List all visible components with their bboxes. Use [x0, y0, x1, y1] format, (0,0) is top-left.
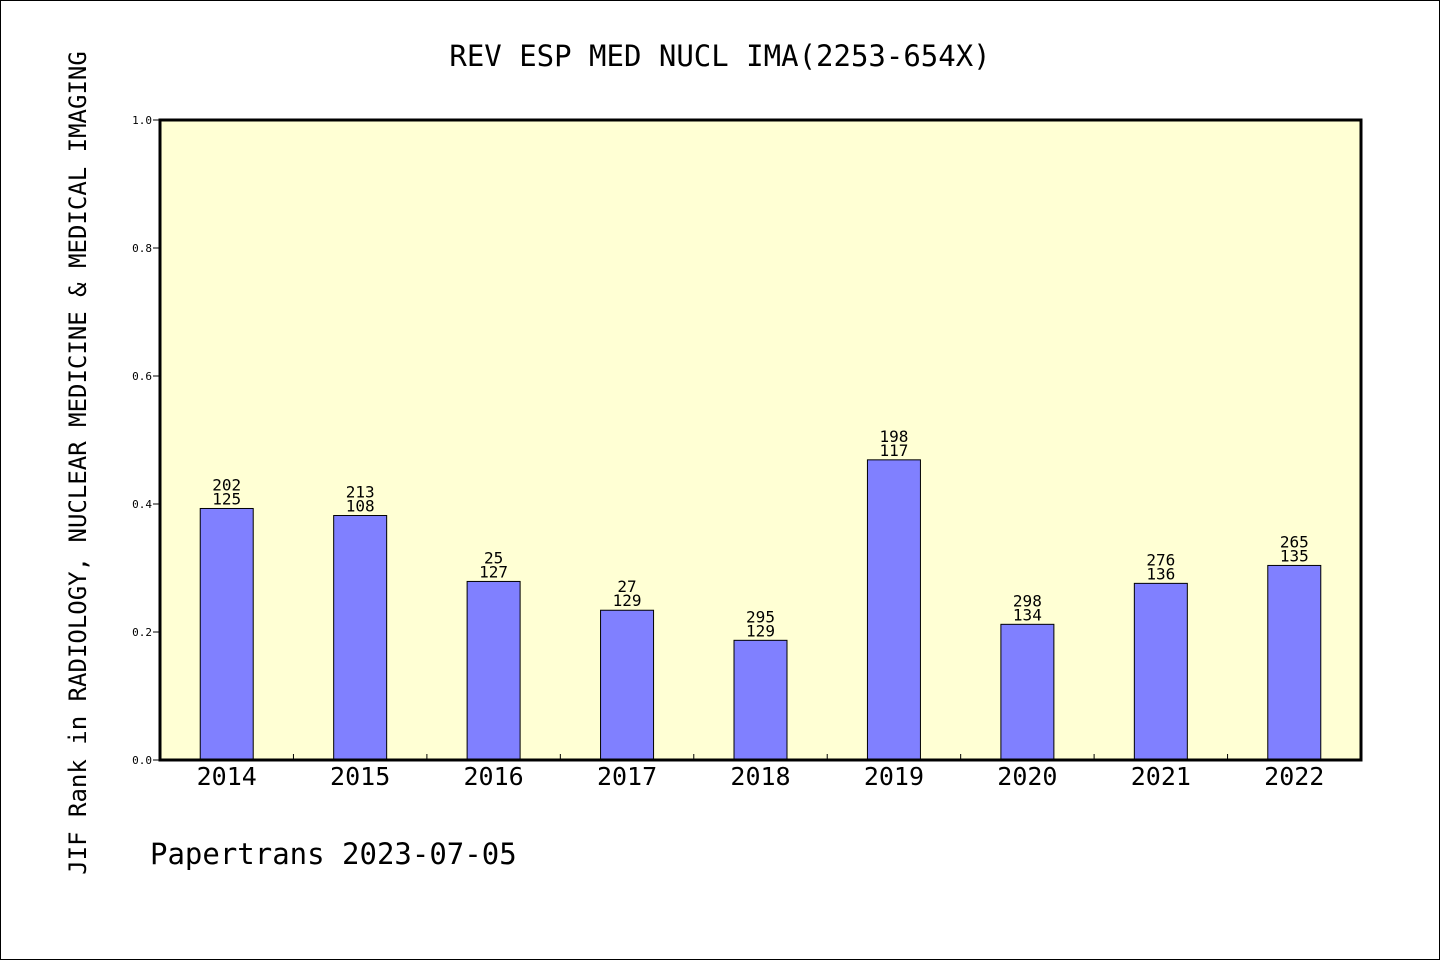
bar-label-top: 27: [617, 577, 636, 596]
bar-label-top: 213: [346, 483, 375, 502]
bar-label-top: 295: [746, 607, 775, 626]
bar-label-top: 198: [879, 427, 908, 446]
bar-2020: [1000, 623, 1055, 761]
bar-label-bottom: 134: [1013, 605, 1042, 624]
x-tick-label: 2019: [864, 762, 924, 791]
bar-label-bottom: 129: [746, 621, 775, 640]
bar-label-bottom: 136: [1146, 564, 1175, 583]
y-tick-label: 0.0: [132, 754, 152, 767]
chart-title: REV ESP MED NUCL IMA(2253-654X): [449, 39, 990, 73]
y-axis-label: JIF Rank in RADIOLOGY, NUCLEAR MEDICINE …: [64, 51, 92, 875]
bar-2021: [1133, 582, 1188, 761]
x-tick-label: 2016: [464, 762, 524, 791]
bar-2022: [1267, 564, 1322, 761]
y-tick-label: 0.8: [132, 242, 152, 255]
bar-2018: [733, 639, 788, 761]
y-tick-label: 0.2: [132, 626, 152, 639]
bar-2017: [600, 609, 655, 761]
x-tick-label: 2015: [330, 762, 390, 791]
plot-border: [158, 118, 1363, 762]
x-tick-label: 2020: [997, 762, 1057, 791]
x-tick-label: 2022: [1264, 762, 1324, 791]
y-axis: 0.0 0.2 0.4 0.6 0.8 1.0: [132, 114, 160, 767]
bar-2014: [199, 507, 254, 761]
bar-label-top: 202: [212, 475, 241, 494]
y-tick-label: 0.6: [132, 370, 152, 383]
x-tick-label: 2014: [197, 762, 257, 791]
bar-2015: [333, 515, 388, 761]
bar-label-top: 276: [1146, 550, 1175, 569]
bar-label-top: 265: [1280, 532, 1309, 551]
footer-credit: Papertrans 2023-07-05: [150, 837, 517, 871]
x-axis: 2014 2015 2016 2017 2018 2019 2020 2021 2022: [159, 754, 1362, 791]
bar-label-bottom: 127: [479, 562, 508, 581]
bar-2019: [866, 459, 921, 761]
bar-label-bottom: 108: [346, 497, 375, 516]
bar-label-bottom: 135: [1280, 546, 1309, 565]
bar-label-bottom: 125: [212, 489, 241, 508]
bar-label-top: 298: [1013, 591, 1042, 610]
x-tick-label: 2017: [597, 762, 657, 791]
y-tick-label: 0.4: [132, 498, 152, 511]
bar-label-bottom: 117: [879, 441, 908, 460]
x-tick-label: 2018: [730, 762, 790, 791]
x-tick-label: 2021: [1131, 762, 1191, 791]
bar-label-bottom: 129: [613, 591, 642, 610]
bar-2016: [466, 580, 521, 761]
y-tick-label: 1.0: [132, 114, 152, 127]
bar-label-top: 25: [484, 548, 503, 567]
